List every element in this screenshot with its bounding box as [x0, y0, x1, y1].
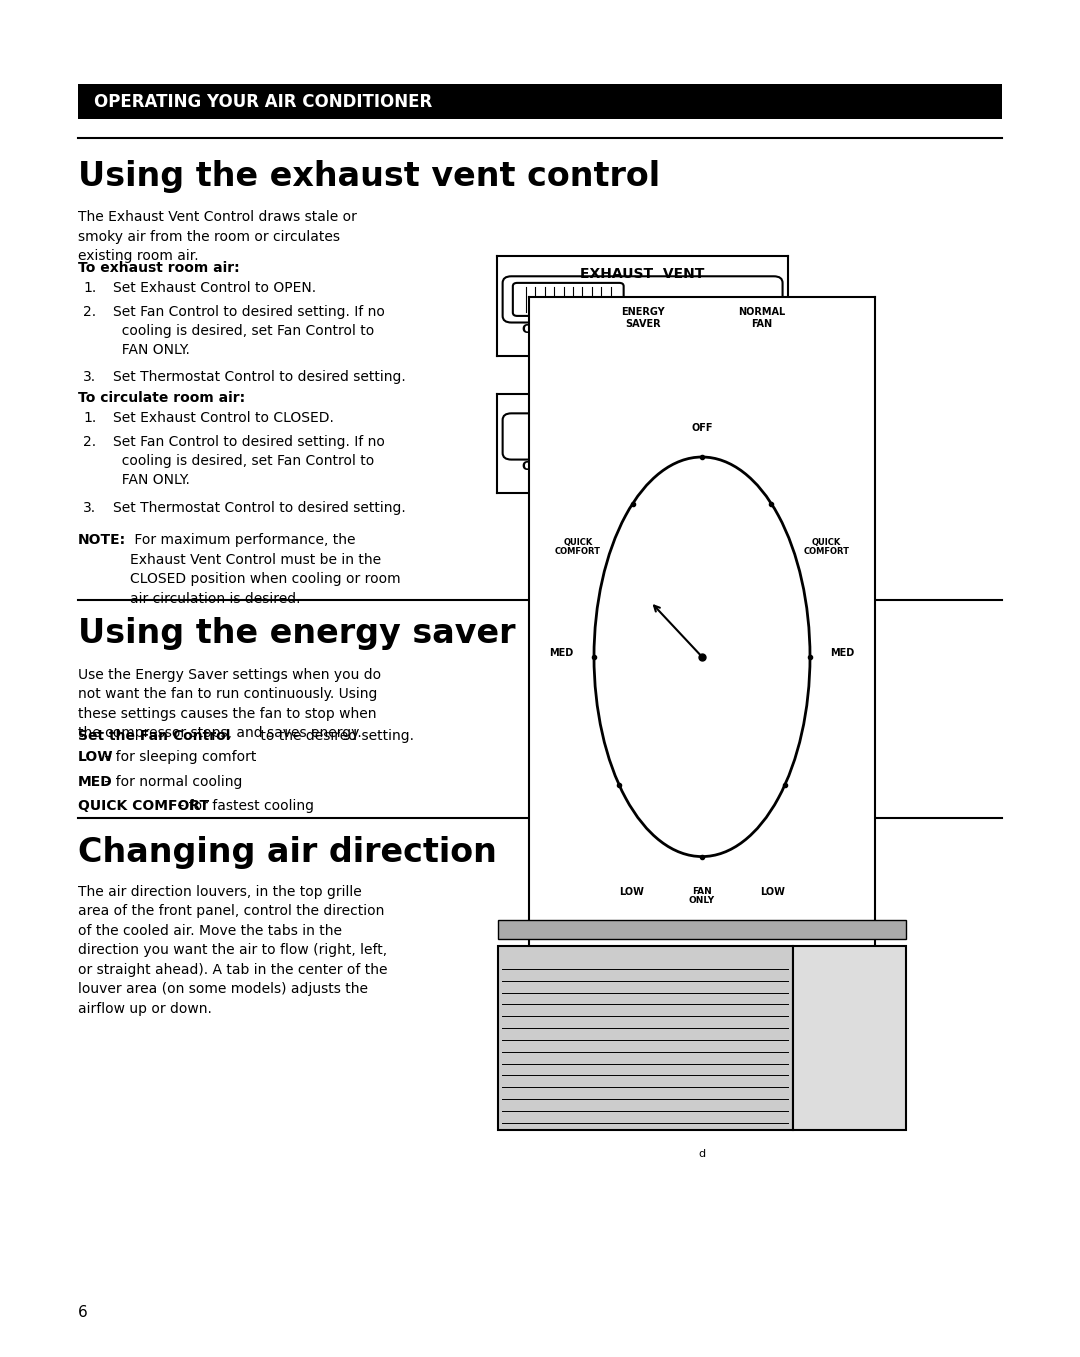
Text: 1.: 1.: [83, 411, 96, 425]
Text: to the desired setting.: to the desired setting.: [256, 729, 414, 742]
Text: ENERGY
SAVER: ENERGY SAVER: [621, 307, 664, 328]
Text: Set the Fan Control: Set the Fan Control: [78, 729, 230, 742]
Text: 3.: 3.: [83, 370, 96, 384]
Text: FAN
ONLY: FAN ONLY: [689, 886, 715, 905]
Text: The air direction louvers, in the top grille
area of the front panel, control th: The air direction louvers, in the top gr…: [78, 885, 388, 1016]
Text: NOTE:: NOTE:: [78, 533, 126, 547]
Text: Changing air direction: Changing air direction: [78, 836, 497, 868]
Text: Set Thermostat Control to desired setting.: Set Thermostat Control to desired settin…: [113, 370, 406, 384]
Text: CLOSED: CLOSED: [688, 460, 743, 472]
Text: 1.: 1.: [83, 281, 96, 294]
Text: Set Exhaust Control to CLOSED.: Set Exhaust Control to CLOSED.: [113, 411, 335, 425]
Text: The Exhaust Vent Control draws stale or
smoky air from the room or circulates
ex: The Exhaust Vent Control draws stale or …: [78, 210, 356, 263]
FancyBboxPatch shape: [502, 414, 783, 460]
Text: 6: 6: [78, 1305, 87, 1320]
Text: d: d: [699, 1148, 705, 1159]
Text: OFF: OFF: [691, 423, 713, 433]
Text: QUICK
COMFORT: QUICK COMFORT: [555, 537, 600, 556]
FancyBboxPatch shape: [502, 277, 783, 323]
Bar: [498, 946, 793, 1130]
Text: MED: MED: [550, 647, 573, 658]
Text: 3.: 3.: [83, 501, 96, 514]
Text: QUICK
COMFORT: QUICK COMFORT: [804, 537, 849, 556]
Text: NORMAL
FAN: NORMAL FAN: [738, 307, 785, 328]
Text: LOW: LOW: [78, 750, 113, 764]
Text: MED: MED: [78, 775, 112, 788]
Text: To exhaust room air:: To exhaust room air:: [78, 261, 240, 274]
Text: 2.: 2.: [83, 304, 96, 319]
Text: Set Exhaust Control to OPEN.: Set Exhaust Control to OPEN.: [113, 281, 316, 294]
Text: Set Fan Control to desired setting. If no
  cooling is desired, set Fan Control : Set Fan Control to desired setting. If n…: [113, 434, 386, 487]
FancyBboxPatch shape: [78, 84, 1002, 119]
FancyBboxPatch shape: [662, 419, 772, 453]
Bar: [793, 946, 906, 1130]
Text: 2.: 2.: [83, 434, 96, 449]
Text: – for fastest cooling: – for fastest cooling: [173, 799, 314, 813]
Text: Using the energy saver settings: Using the energy saver settings: [78, 617, 680, 650]
Text: To circulate room air:: To circulate room air:: [78, 391, 245, 404]
Text: CLOSED: CLOSED: [688, 323, 743, 335]
Bar: [498, 920, 906, 939]
Text: Set Fan Control to desired setting. If no
  cooling is desired, set Fan Control : Set Fan Control to desired setting. If n…: [113, 304, 386, 357]
FancyBboxPatch shape: [513, 282, 623, 316]
Text: EXHAUST  VENT: EXHAUST VENT: [580, 267, 705, 281]
Text: OPEN: OPEN: [522, 323, 559, 335]
Text: OPERATING YOUR AIR CONDITIONER: OPERATING YOUR AIR CONDITIONER: [94, 92, 432, 111]
Text: QUICK COMFORT: QUICK COMFORT: [78, 799, 208, 813]
Text: LOW: LOW: [619, 886, 645, 897]
Text: EXHAUST  VENT: EXHAUST VENT: [580, 404, 705, 418]
Text: For maximum performance, the
Exhaust Vent Control must be in the
CLOSED position: For maximum performance, the Exhaust Ven…: [130, 533, 401, 605]
Text: LOW: LOW: [759, 886, 785, 897]
Text: Using the exhaust vent control: Using the exhaust vent control: [78, 160, 660, 193]
Text: MED: MED: [831, 647, 854, 658]
Text: Set Thermostat Control to desired setting.: Set Thermostat Control to desired settin…: [113, 501, 406, 514]
Text: – for normal cooling: – for normal cooling: [99, 775, 242, 788]
Text: – for sleeping comfort: – for sleeping comfort: [99, 750, 256, 764]
Text: OPEN: OPEN: [522, 460, 559, 472]
Text: Use the Energy Saver settings when you do
not want the fan to run continuously. : Use the Energy Saver settings when you d…: [78, 668, 381, 740]
